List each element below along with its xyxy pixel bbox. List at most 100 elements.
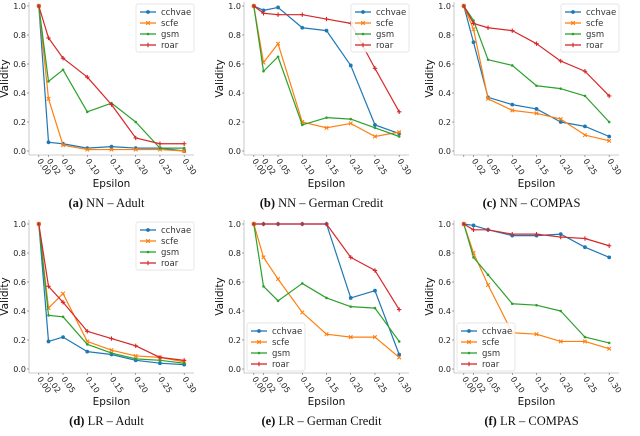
- point-gsm: [472, 256, 475, 259]
- y-tick-label: 0.2: [228, 336, 241, 345]
- legend-item-scfe: scfe: [565, 19, 603, 29]
- point-roar: [558, 234, 563, 240]
- x-tick-label: 0.25: [581, 157, 599, 177]
- legend-marker: [360, 42, 366, 48]
- line-roar: [253, 5, 400, 113]
- legend-marker: [570, 42, 576, 48]
- x-tick-label: 0.15: [323, 375, 341, 395]
- point-gsm: [325, 116, 328, 119]
- point-roar: [60, 300, 66, 305]
- point-gsm: [158, 146, 162, 150]
- point-gsm: [47, 80, 50, 83]
- x-tick-label: 0.20: [347, 375, 365, 395]
- series-roar: [36, 3, 187, 146]
- y-tick-label: 0.4: [438, 307, 451, 316]
- point-roar: [324, 16, 329, 22]
- y-tick-label: 0.8: [228, 31, 241, 40]
- x-tick-label: 0.10: [299, 375, 317, 395]
- caption-text: NN – COMPAS: [496, 196, 581, 210]
- y-tick-label: 0.6: [13, 278, 26, 287]
- point-roar: [251, 3, 257, 9]
- x-tick-label: 0.25: [156, 157, 174, 177]
- legend-item-cchvae: cchvae: [251, 327, 302, 337]
- point-cchvae: [471, 223, 476, 228]
- line-roar: [38, 5, 185, 145]
- caption-text: LR – COMPAS: [496, 414, 579, 428]
- subplot-a: 0.0 0.2 0.4 0.6 0.8 1.0 0.00 0.02 0.05 0.10 0.15 0.…: [0, 0, 213, 218]
- legend-label: roar: [482, 360, 500, 370]
- y-axis-label: Validity: [215, 59, 226, 98]
- chart-c: 0.0 0.2 0.4 0.6 0.8 1.0 0.020.05 0.10 0.15 0.20 0.…: [425, 2, 624, 190]
- y-tick-label: 0.4: [228, 89, 241, 98]
- point-scfe: [275, 276, 281, 282]
- legend-marker: [257, 329, 261, 333]
- x-tick-label: 0.05: [484, 157, 502, 177]
- chart-f: 0.00.20.40.60.81.00.000.020.05 0.10 0.15 0.…: [425, 220, 623, 408]
- chart-b: 0.00.20.40.60.81.00.000.020.05 0.10 0.15 0.…: [215, 2, 413, 190]
- y-tick-label: 0.2: [228, 118, 241, 127]
- point-gsm: [182, 361, 186, 365]
- point-roar: [348, 255, 353, 260]
- legend-box: [135, 221, 195, 271]
- x-tick-label: 0.30: [606, 157, 624, 177]
- point-cchvae: [158, 361, 162, 366]
- point-gsm: [607, 341, 611, 345]
- line-cchvae: [38, 223, 185, 366]
- point-roar: [461, 3, 467, 9]
- caption-a: (a) NN – Adult: [0, 196, 213, 211]
- x-axis-label: Epsilon: [308, 396, 346, 408]
- x-tick-label: 0.05: [59, 375, 77, 395]
- point-scfe: [558, 339, 563, 344]
- caption-letter: (e): [261, 414, 276, 428]
- y-tick-label: 1.0: [13, 2, 26, 11]
- y-tick-label: 0.0: [13, 365, 26, 374]
- y-tick-label: 0.2: [438, 336, 451, 345]
- point-roar: [471, 227, 476, 232]
- point-gsm: [510, 64, 514, 67]
- point-roar: [133, 343, 138, 348]
- legend-marker: [146, 32, 150, 36]
- y-tick-label: 1.0: [13, 220, 26, 229]
- series-scfe: [251, 221, 402, 360]
- point-scfe: [109, 147, 114, 152]
- point-roar: [181, 358, 187, 363]
- point-scfe: [181, 148, 187, 154]
- legend-item-cchvae: cchvae: [355, 8, 406, 18]
- line-cchvae: [253, 5, 400, 135]
- x-tick-label: 0.20: [132, 157, 150, 177]
- y-tick-label: 0.8: [438, 31, 451, 40]
- point-scfe: [348, 121, 353, 126]
- legend-label: roar: [161, 259, 179, 269]
- point-cchvae: [46, 339, 51, 344]
- line-cchvae: [463, 5, 610, 138]
- series-scfe: [36, 3, 187, 154]
- legend-item-roar: roar: [355, 41, 394, 51]
- x-tick-label: 0.25: [156, 375, 174, 395]
- x-tick-label: 0.30: [181, 375, 199, 395]
- point-cchvae: [373, 123, 377, 127]
- x-tick-label: 0.05: [484, 375, 502, 395]
- y-tick-label: 0.8: [13, 249, 26, 258]
- x-tick-label: 0.15: [323, 157, 341, 177]
- x-axis-label: Epsilon: [93, 178, 131, 190]
- x-tick-label: 0.20: [557, 157, 575, 177]
- point-scfe: [109, 347, 114, 353]
- point-scfe: [534, 111, 539, 116]
- line-cchvae: [38, 5, 185, 152]
- point-cchvae: [558, 120, 563, 124]
- legend-item-roar: roar: [140, 41, 179, 51]
- point-roar: [582, 69, 588, 74]
- y-tick-label: 0.6: [228, 278, 241, 287]
- legend-label: gsm: [586, 30, 604, 40]
- point-roar: [251, 221, 257, 227]
- legend-item-gsm: gsm: [140, 248, 179, 258]
- x-tick-label: 0.15: [533, 157, 551, 177]
- caption-b: (b) NN – German Credit: [215, 196, 428, 211]
- line-roar: [463, 5, 610, 97]
- point-cchvae: [373, 288, 377, 293]
- point-roar: [60, 56, 66, 61]
- caption-c: (c) NN – COMPAS: [425, 196, 638, 211]
- x-tick-label: 0.15: [108, 157, 126, 177]
